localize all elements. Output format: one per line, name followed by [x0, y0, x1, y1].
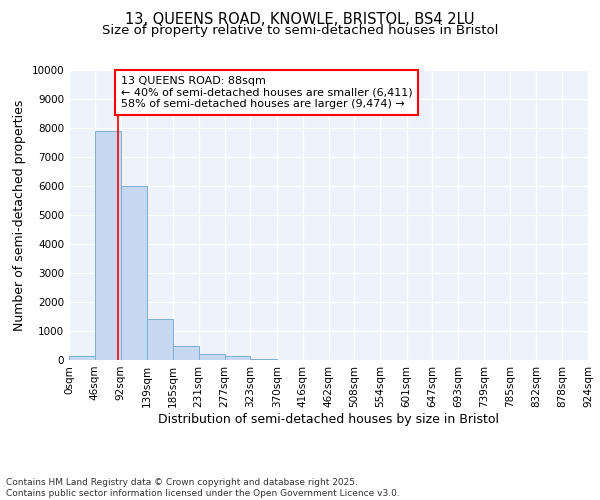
Text: Contains HM Land Registry data © Crown copyright and database right 2025.
Contai: Contains HM Land Registry data © Crown c… [6, 478, 400, 498]
Bar [95, 131, 121, 360]
Bar [250, 358, 277, 360]
Bar [199, 354, 224, 360]
X-axis label: Distribution of semi-detached houses by size in Bristol: Distribution of semi-detached houses by … [158, 412, 499, 426]
Bar [224, 356, 250, 360]
Bar [147, 320, 173, 360]
Text: 13 QUEENS ROAD: 88sqm
← 40% of semi-detached houses are smaller (6,411)
58% of s: 13 QUEENS ROAD: 88sqm ← 40% of semi-deta… [121, 76, 412, 109]
Bar [173, 346, 199, 360]
Text: Size of property relative to semi-detached houses in Bristol: Size of property relative to semi-detach… [102, 24, 498, 37]
Text: 13, QUEENS ROAD, KNOWLE, BRISTOL, BS4 2LU: 13, QUEENS ROAD, KNOWLE, BRISTOL, BS4 2L… [125, 12, 475, 28]
Y-axis label: Number of semi-detached properties: Number of semi-detached properties [13, 100, 26, 330]
Bar [69, 356, 95, 360]
Bar [121, 186, 147, 360]
